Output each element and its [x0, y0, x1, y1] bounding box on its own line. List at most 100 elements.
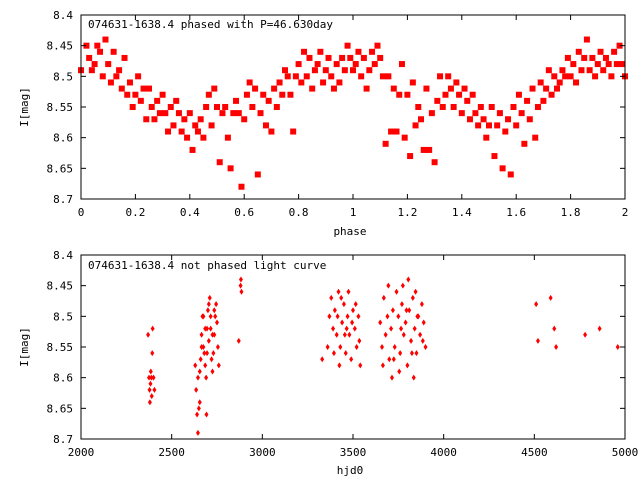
data-point — [339, 54, 346, 61]
data-point — [518, 110, 525, 117]
x-tick-label: 3000 — [249, 446, 276, 459]
data-point — [363, 85, 370, 92]
y-tick-label: 8.65 — [47, 402, 74, 415]
data-point — [338, 344, 343, 350]
data-point — [329, 294, 334, 301]
data-point — [380, 362, 385, 369]
data-point — [594, 61, 601, 68]
phased-x-axis-label: phase — [333, 225, 366, 238]
data-point — [502, 128, 509, 135]
data-point — [216, 159, 223, 166]
data-point — [409, 337, 414, 344]
data-point — [350, 319, 355, 326]
data-point — [414, 350, 419, 357]
data-point — [147, 399, 152, 406]
data-point — [570, 61, 577, 68]
data-point — [398, 350, 403, 357]
data-point — [380, 344, 385, 350]
data-point — [197, 116, 204, 123]
data-point — [268, 128, 275, 135]
data-point — [377, 54, 384, 61]
data-point — [412, 325, 417, 332]
data-point — [600, 67, 607, 74]
data-point — [86, 54, 93, 61]
x-tick-label: 2000 — [68, 446, 95, 459]
data-point — [382, 140, 389, 147]
data-point — [210, 368, 215, 375]
data-point — [236, 337, 241, 344]
data-point — [389, 325, 394, 332]
data-point — [290, 128, 297, 135]
data-point — [222, 104, 229, 110]
data-point — [383, 331, 388, 338]
data-point — [554, 344, 559, 350]
data-point — [204, 411, 209, 418]
data-point — [194, 128, 201, 135]
data-point — [162, 110, 169, 117]
data-point — [597, 48, 604, 55]
data-point — [404, 91, 411, 98]
data-point — [317, 48, 324, 55]
data-point — [342, 331, 347, 338]
data-point — [423, 344, 428, 350]
data-point — [396, 313, 401, 320]
data-point — [151, 374, 156, 381]
data-point — [407, 153, 414, 160]
data-point — [198, 356, 203, 363]
data-point — [534, 104, 541, 110]
data-point — [426, 146, 433, 153]
data-point — [418, 331, 423, 338]
data-point — [398, 61, 405, 68]
data-point — [208, 313, 213, 320]
data-point — [196, 405, 201, 412]
data-point — [265, 97, 272, 104]
data-point — [181, 116, 188, 123]
data-point — [216, 362, 221, 369]
data-point — [556, 79, 563, 86]
data-point — [298, 79, 305, 86]
x-tick-label: 5000 — [612, 446, 639, 459]
y-tick-label: 8.55 — [47, 341, 74, 354]
phased-chart-title: 074631-1638.4 phased with P=46.630day — [88, 18, 333, 31]
data-point — [357, 337, 362, 344]
data-point — [175, 110, 182, 117]
data-point — [379, 73, 386, 80]
data-point — [341, 301, 346, 308]
data-point — [201, 313, 206, 320]
data-point — [401, 134, 408, 141]
data-point — [192, 122, 199, 129]
data-point — [602, 54, 609, 61]
x-tick-label: 4500 — [521, 446, 548, 459]
data-point — [215, 344, 220, 350]
data-point — [337, 362, 342, 369]
data-point — [309, 85, 316, 92]
data-point — [411, 374, 416, 381]
data-point — [616, 42, 623, 49]
y-tick-label: 8.45 — [47, 280, 74, 293]
data-point — [121, 54, 128, 61]
data-point — [586, 67, 593, 74]
data-point — [356, 313, 361, 320]
data-point — [249, 104, 256, 110]
data-point — [320, 79, 327, 86]
data-point — [336, 288, 341, 295]
data-point — [396, 91, 403, 98]
unphased-x-axis-label: hjd0 — [337, 464, 364, 477]
data-point — [203, 325, 208, 332]
data-point — [564, 54, 571, 61]
data-point — [540, 97, 547, 104]
x-tick-label: 3500 — [340, 446, 367, 459]
unphased-x-ticks: 2000 2500 3000 3500 4000 4500 5000 — [68, 255, 639, 459]
data-point — [156, 110, 163, 117]
data-point — [199, 344, 204, 350]
x-tick-label: 1.6 — [506, 206, 526, 219]
data-point — [605, 61, 612, 68]
data-point — [521, 140, 528, 147]
data-point — [548, 91, 555, 98]
data-point — [227, 165, 234, 172]
data-point — [107, 79, 114, 86]
data-point — [148, 380, 153, 387]
data-point — [619, 61, 626, 68]
data-point — [246, 79, 253, 86]
data-point — [343, 350, 348, 357]
